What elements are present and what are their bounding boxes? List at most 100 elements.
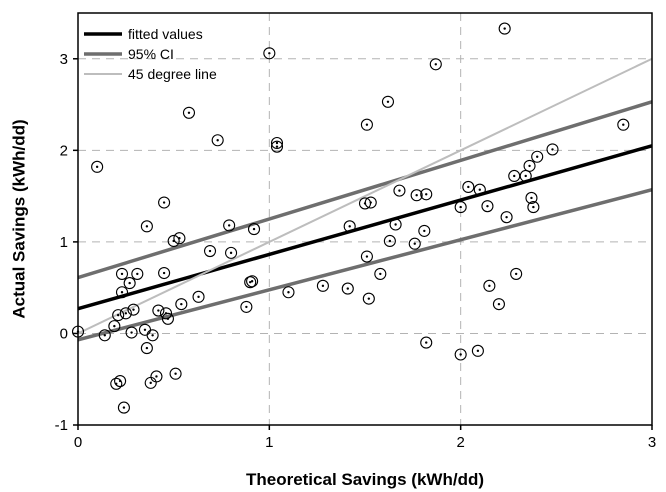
data-point bbox=[418, 224, 431, 237]
data-point-dot bbox=[208, 249, 212, 253]
data-point-ring bbox=[343, 220, 356, 233]
data-point bbox=[192, 290, 205, 303]
data-point bbox=[263, 47, 276, 60]
data-point-dot bbox=[388, 239, 392, 243]
data-point-ring bbox=[131, 267, 144, 280]
data-point bbox=[144, 376, 157, 389]
data-point bbox=[420, 188, 433, 201]
data-point bbox=[125, 326, 138, 339]
data-point bbox=[510, 267, 523, 280]
data-point bbox=[158, 196, 171, 209]
data-point-ring bbox=[117, 401, 130, 414]
data-point-dot bbox=[216, 139, 219, 142]
data-point-ring bbox=[119, 307, 132, 320]
data-point-ring bbox=[316, 279, 329, 292]
data-point-dot bbox=[348, 225, 351, 228]
data-point-dot bbox=[413, 242, 416, 245]
data-point bbox=[182, 106, 196, 119]
data-point-dot bbox=[287, 291, 290, 294]
data-point bbox=[473, 183, 486, 196]
data-point-dot bbox=[227, 224, 231, 227]
data-point-dot bbox=[514, 272, 518, 276]
data-point bbox=[115, 286, 129, 299]
data-point-ring bbox=[140, 220, 153, 233]
data-point-dot bbox=[425, 341, 428, 344]
data-point-ring bbox=[531, 150, 544, 163]
data-point-dot bbox=[155, 375, 158, 378]
data-point bbox=[158, 266, 171, 280]
data-point-ring bbox=[98, 329, 111, 342]
data-point bbox=[270, 140, 284, 153]
data-point bbox=[617, 118, 630, 131]
data-point bbox=[343, 220, 356, 233]
data-point-dot bbox=[128, 281, 131, 285]
data-point-ring bbox=[420, 336, 433, 349]
plot-frame bbox=[77, 12, 653, 426]
data-point-dot bbox=[132, 308, 135, 311]
data-point-dot bbox=[166, 317, 170, 320]
data-point-ring bbox=[115, 267, 129, 280]
data-point-ring bbox=[173, 232, 186, 245]
data-point-dot bbox=[130, 331, 133, 334]
data-point bbox=[360, 118, 373, 131]
data-point-ring bbox=[617, 118, 630, 131]
data-point bbox=[240, 300, 253, 313]
data-point bbox=[114, 375, 127, 388]
data-point-dot bbox=[145, 225, 149, 228]
data-point-dot bbox=[551, 148, 554, 151]
data-point-dot bbox=[513, 174, 516, 178]
data-point-ring bbox=[471, 344, 484, 357]
data-point-ring bbox=[364, 196, 377, 209]
data-point-dot bbox=[252, 227, 256, 231]
data-point bbox=[152, 304, 165, 317]
data-point-ring bbox=[420, 188, 433, 201]
data-point-dot bbox=[197, 295, 200, 299]
data-point-ring bbox=[270, 136, 284, 150]
data-point-dot bbox=[528, 164, 531, 168]
data-point bbox=[127, 303, 140, 316]
data-point-ring bbox=[115, 286, 129, 299]
data-point-dot bbox=[467, 185, 470, 189]
data-point-ring bbox=[127, 303, 140, 316]
data-point bbox=[483, 279, 496, 292]
data-point-dot bbox=[524, 174, 527, 178]
data-point-ring bbox=[161, 312, 174, 325]
data-point bbox=[389, 218, 402, 231]
data-point bbox=[341, 282, 354, 295]
data-point-ring bbox=[114, 375, 127, 388]
data-point-dot bbox=[379, 272, 382, 276]
data-point-dot bbox=[174, 372, 177, 375]
x-tick-label: 1 bbox=[265, 434, 273, 451]
data-point-dot bbox=[415, 193, 418, 197]
data-point-dot bbox=[394, 223, 397, 226]
data-point-dot bbox=[488, 284, 491, 288]
data-point bbox=[146, 329, 159, 342]
data-point bbox=[246, 275, 259, 288]
data-point-ring bbox=[525, 191, 538, 204]
axis-ticks: 0 1 2 3 -1 0 1 2 3 bbox=[55, 51, 657, 451]
data-point bbox=[381, 95, 395, 108]
data-point-ring bbox=[225, 246, 238, 259]
data-point-dot bbox=[478, 188, 481, 191]
data-point-dot bbox=[386, 100, 390, 104]
data-point-ring bbox=[374, 267, 387, 280]
y-tick-label: 3 bbox=[60, 51, 68, 68]
data-point-dot bbox=[497, 302, 501, 306]
data-point-dot bbox=[151, 334, 154, 337]
data-point-dot bbox=[365, 123, 369, 126]
data-point-dot bbox=[249, 280, 252, 284]
data-point bbox=[161, 312, 174, 325]
data-point-dot bbox=[321, 284, 325, 288]
data-point-ring bbox=[360, 250, 373, 263]
data-point-dot bbox=[187, 111, 191, 114]
legend-label: 45 degree line bbox=[128, 66, 217, 82]
data-point bbox=[316, 279, 329, 292]
data-point-ring bbox=[381, 95, 395, 108]
grid-lines bbox=[78, 13, 652, 425]
data-point-ring bbox=[140, 342, 153, 355]
data-point-ring bbox=[240, 300, 253, 313]
data-point-dot bbox=[275, 141, 279, 145]
data-point-dot bbox=[180, 302, 183, 306]
data-point-dot bbox=[398, 189, 401, 192]
